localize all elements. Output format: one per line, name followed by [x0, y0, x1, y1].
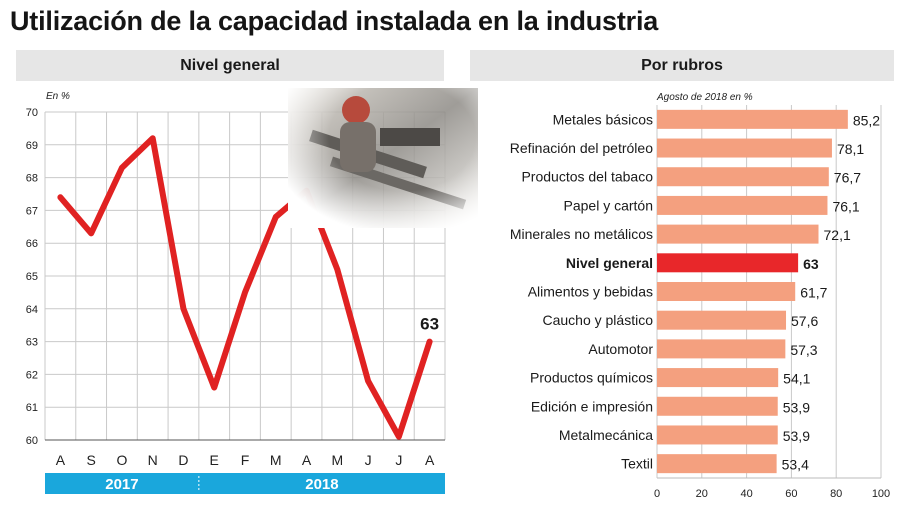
- bar-value-label: 85,2: [853, 112, 880, 128]
- line-x-tick-label: O: [116, 452, 127, 468]
- line-point: [428, 340, 432, 344]
- bar-x-tick-label: 60: [785, 488, 797, 500]
- bar-value-label: 53,9: [783, 428, 810, 444]
- bar-category-label: Nivel general: [566, 255, 653, 271]
- line-y-tick-label: 67: [26, 205, 38, 217]
- bar-x-tick-label: 100: [872, 488, 890, 500]
- bar-chart-bars: Metales básicos 85,2 Refinación del petról…: [510, 109, 880, 474]
- line-x-tick-label: D: [178, 452, 188, 468]
- line-point: [89, 231, 93, 235]
- line-chart-series: 63: [57, 135, 439, 440]
- line-end-value-label: 63: [420, 315, 439, 334]
- line-x-tick-label: J: [395, 452, 402, 468]
- line-point: [181, 307, 185, 311]
- right-panel-header: Por rubros: [470, 50, 894, 81]
- year-label-2018: 2018: [305, 476, 338, 493]
- line-point: [120, 166, 124, 170]
- bar-value-label: 57,6: [791, 313, 818, 329]
- bar-value-label: 53,9: [783, 399, 810, 415]
- bar-category-label: Automotor: [588, 341, 653, 357]
- line-x-tick-label: M: [270, 452, 282, 468]
- bar: [657, 167, 829, 187]
- bar: [657, 454, 777, 474]
- line-y-tick-label: 63: [26, 337, 38, 349]
- bar: [657, 109, 848, 129]
- bar-category-label: Edición e impresión: [531, 398, 653, 414]
- line-point: [212, 386, 216, 390]
- bar: [657, 339, 786, 359]
- line-point: [243, 290, 247, 294]
- line-point: [335, 267, 339, 271]
- line-x-tick-label: F: [241, 452, 250, 468]
- bar-category-label: Textil: [621, 456, 653, 472]
- line-y-tick-label: 62: [26, 369, 38, 381]
- bar: [657, 368, 779, 388]
- bar: [657, 224, 819, 244]
- line-y-tick-label: 65: [26, 271, 38, 283]
- bar-value-label: 72,1: [824, 227, 851, 243]
- bar: [657, 282, 796, 301]
- bar-category-label: Minerales no metálicos: [510, 226, 653, 242]
- bar-value-label: 54,1: [783, 371, 810, 387]
- line-x-tick-label: M: [331, 452, 343, 468]
- bar-value-label: 63: [803, 256, 819, 272]
- bar-x-tick-label: 0: [654, 488, 660, 500]
- bar-category-label: Productos del tabaco: [521, 169, 653, 185]
- line-chart-year-band: 2017 2018: [45, 473, 445, 494]
- line-x-tick-label: A: [302, 452, 312, 468]
- line-point: [151, 136, 155, 140]
- year-band: [45, 473, 445, 494]
- bar: [657, 195, 828, 215]
- line-point: [366, 379, 370, 383]
- line-y-tick-label: 69: [26, 140, 38, 152]
- year-label-2017: 2017: [105, 476, 138, 493]
- line-y-tick-label: 70: [26, 107, 38, 119]
- chart-title: Utilización de la capacidad instalada en…: [10, 6, 659, 36]
- line-x-tick-label: J: [365, 452, 372, 468]
- bar-chart-unit-label: Agosto de 2018 en %: [656, 92, 753, 103]
- line-y-tick-label: 61: [26, 402, 38, 414]
- line-point: [397, 435, 401, 439]
- line-y-tick-label: 64: [26, 304, 38, 316]
- bar-category-label: Papel y cartón: [564, 197, 654, 213]
- line-y-tick-label: 66: [26, 238, 38, 250]
- industry-photo: [288, 88, 478, 228]
- bar-value-label: 53,4: [782, 457, 809, 473]
- bar-category-label: Refinación del petróleo: [510, 140, 653, 156]
- line-x-tick-label: A: [425, 452, 435, 468]
- bar-chart-x-ticks: 0 20 40 60 80 100: [654, 488, 890, 500]
- left-panel-header: Nivel general: [16, 50, 444, 81]
- bar-category-label: Metalmecánica: [559, 427, 653, 443]
- bar: [657, 396, 778, 416]
- bar-value-label: 76,1: [832, 198, 859, 214]
- bar-value-label: 76,7: [834, 170, 861, 186]
- line-x-tick-label: E: [210, 452, 219, 468]
- line-y-tick-label: 60: [26, 435, 38, 447]
- line-point: [58, 195, 62, 199]
- line-point: [274, 215, 278, 219]
- bar-chart: Agosto de 2018 en % Metales básicos 85,2 R…: [510, 92, 890, 500]
- line-y-tick-label: 68: [26, 173, 38, 185]
- bar-x-tick-label: 80: [830, 488, 842, 500]
- line-chart-unit-label: En %: [46, 91, 70, 102]
- bar: [657, 138, 832, 158]
- bar: [657, 425, 778, 445]
- bar-category-label: Alimentos y bebidas: [528, 284, 653, 300]
- bar-category-label: Metales básicos: [553, 111, 653, 127]
- line-chart-y-ticks: 70 69 68 67 66 65 64 63 62 61 60: [26, 107, 38, 447]
- bar-category-label: Caucho y plástico: [542, 312, 653, 328]
- bar: [657, 310, 787, 330]
- bar-x-tick-label: 40: [740, 488, 752, 500]
- bar-value-label: 61,7: [800, 285, 827, 301]
- bar-category-label: Productos químicos: [530, 370, 653, 386]
- bar: [657, 253, 799, 273]
- bar-value-label: 57,3: [790, 342, 817, 358]
- line-x-tick-label: S: [86, 452, 95, 468]
- line-x-tick-label: A: [56, 452, 66, 468]
- bar-x-tick-label: 20: [696, 488, 708, 500]
- line-x-tick-label: N: [148, 452, 158, 468]
- bar-value-label: 78,1: [837, 141, 864, 157]
